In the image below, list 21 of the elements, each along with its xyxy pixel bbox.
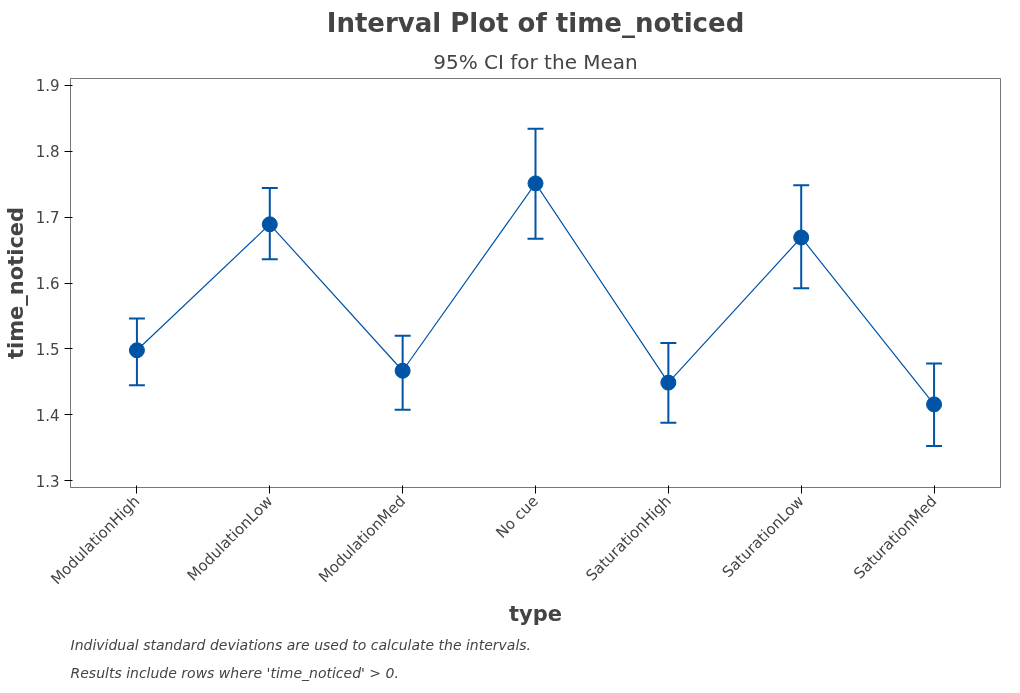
- point: [793, 229, 810, 246]
- y-axis-title: time_noticed: [3, 206, 28, 360]
- x-axis-title: type: [509, 602, 563, 627]
- y-tick-label: 1.8: [35, 143, 60, 162]
- x-tick-label: No cue: [492, 492, 542, 542]
- y-tick-label: 1.3: [35, 472, 60, 491]
- text: Results include rows where 'time_noticed' > 0.: [70, 664, 399, 681]
- point: [660, 374, 677, 391]
- point: [128, 342, 145, 359]
- y-tick-label: 1.7: [35, 209, 60, 228]
- y-tick-label: 1.6: [35, 275, 60, 293]
- point: [261, 216, 278, 233]
- y-tick-label: 1.9: [35, 77, 60, 96]
- chart-subtitle: 95% CI for the Mean: [433, 49, 638, 74]
- y-tick-label: 1.4: [35, 406, 60, 425]
- chart-title: Interval Plot of time_noticed: [326, 7, 745, 38]
- text: Individual standard deviations are used to calculate the intervals.: [70, 636, 532, 653]
- y-tick-label: 1.5: [35, 340, 60, 359]
- point: [527, 175, 544, 192]
- point: [394, 362, 411, 379]
- point: [926, 396, 943, 413]
